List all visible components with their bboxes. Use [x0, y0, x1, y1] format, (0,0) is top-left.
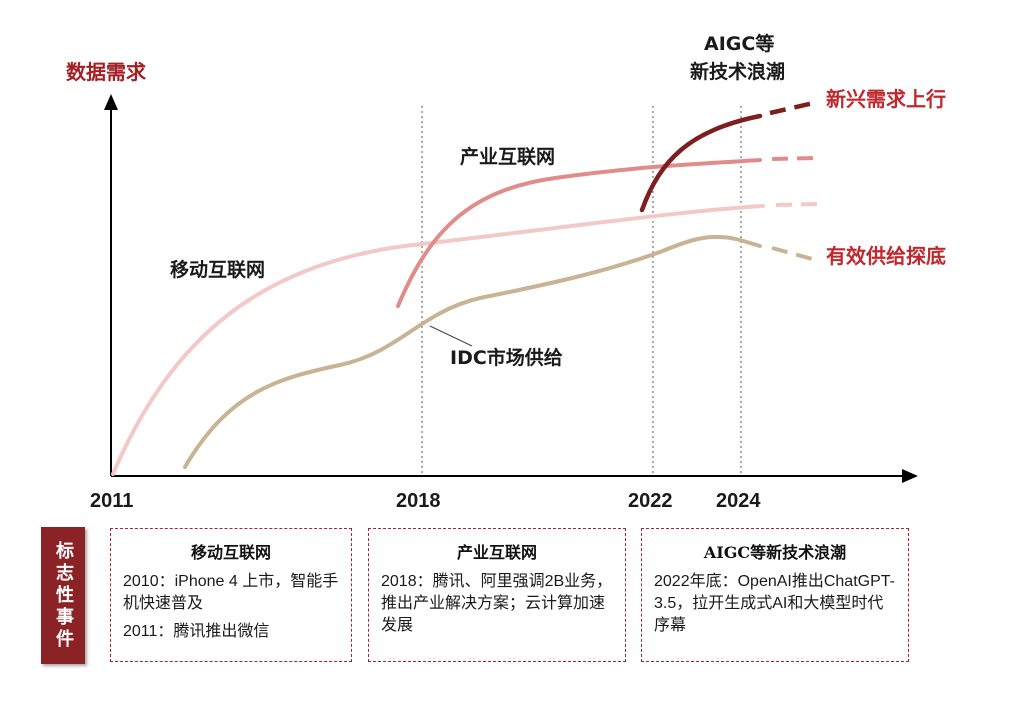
- event-box-title: 产业互联网: [456, 543, 537, 562]
- event-line: 2010：iPhone 4 上市，智能手机快速普及: [123, 573, 339, 612]
- x-tick-2022: 2022: [628, 490, 673, 512]
- aigc-projection: [769, 99, 819, 116]
- mobile-internet-projection: [775, 202, 819, 207]
- events-side-label-text: 标志性事件: [53, 540, 74, 651]
- x-tick-2024: 2024: [716, 490, 761, 512]
- label-idc-supply: IDC市场供给: [450, 346, 563, 369]
- x-axis-arrow: [902, 469, 918, 483]
- idc-leader-line: [429, 325, 473, 347]
- label-aigc-line1: AIGC等: [704, 32, 774, 55]
- event-box-title: AIGC等新技术浪潮: [703, 543, 847, 562]
- industrial-internet-projection: [771, 156, 817, 161]
- event-line: 2022年底：OpenAI推出ChatGPT-3.5，拉开生成式AI和大模型时代…: [654, 573, 895, 634]
- label-industrial-internet: 产业互联网: [460, 145, 555, 168]
- event-line: 2018：腾讯、阿里强调2B业务，推出产业解决方案；云计算加速发展: [381, 573, 613, 634]
- x-tick-2011: 2011: [90, 490, 133, 512]
- y-axis-label: 数据需求: [66, 60, 147, 84]
- event-box-aigc: AIGC等新技术浪潮 2022年底：OpenAI推出ChatGPT-3.5，拉开…: [641, 528, 909, 662]
- event-box-title: 移动互联网: [190, 543, 271, 562]
- event-line: 2011：腾讯推出微信: [123, 623, 270, 640]
- events-side-label: 标志性事件: [41, 527, 85, 664]
- label-mobile-internet: 移动互联网: [170, 258, 265, 281]
- idc-supply-curve: [183, 234, 762, 469]
- label-emerging-demand: 新兴需求上行: [826, 87, 946, 111]
- label-supply-bottom: 有效供给探底: [826, 244, 946, 268]
- idc-supply-projection: [771, 246, 817, 262]
- y-axis-arrow: [104, 94, 118, 110]
- label-aigc-line2: 新技术浪潮: [690, 60, 785, 83]
- event-box-mobile-internet: 移动互联网 2010：iPhone 4 上市，智能手机快速普及 2011：腾讯推…: [110, 528, 352, 662]
- industrial-internet-curve: [396, 158, 762, 308]
- event-box-industrial-internet: 产业互联网 2018：腾讯、阿里强调2B业务，推出产业解决方案；云计算加速发展: [368, 528, 626, 662]
- x-tick-2018: 2018: [396, 490, 441, 512]
- mobile-internet-curve: [111, 204, 765, 476]
- aigc-curve: [639, 113, 763, 213]
